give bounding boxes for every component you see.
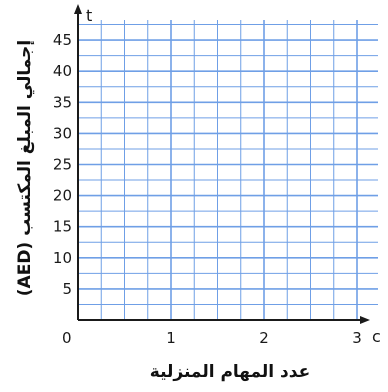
y-axis-title: إجمالي المبلغ المكتسب (AED) bbox=[15, 40, 35, 296]
grid bbox=[78, 20, 378, 320]
y-tick-label: 5 bbox=[62, 280, 72, 298]
y-tick-label: 40 bbox=[53, 62, 72, 80]
x-tick-label: 1 bbox=[166, 329, 176, 347]
y-tick-label: 25 bbox=[53, 156, 72, 174]
x-tick-label: 3 bbox=[352, 329, 362, 347]
tick-labels: 5 10 15 20 25 30 35 40 45 1 2 3 bbox=[53, 31, 362, 347]
x-axis-title: عدد المهام المنزلية bbox=[150, 362, 310, 382]
y-tick-label: 30 bbox=[53, 124, 72, 142]
origin-label: 0 bbox=[62, 329, 72, 347]
y-axis-arrow bbox=[74, 4, 82, 14]
y-tick-label: 35 bbox=[53, 93, 72, 111]
x-tick-label: 2 bbox=[259, 329, 269, 347]
x-axis-arrow bbox=[360, 316, 370, 324]
y-tick-label: 10 bbox=[53, 249, 72, 267]
axes bbox=[74, 4, 370, 324]
y-tick-label: 15 bbox=[53, 218, 72, 236]
y-tick-label: 20 bbox=[53, 187, 72, 205]
x-axis-variable: c bbox=[372, 327, 381, 346]
y-axis-variable: t bbox=[86, 6, 92, 25]
y-tick-label: 45 bbox=[53, 31, 72, 49]
